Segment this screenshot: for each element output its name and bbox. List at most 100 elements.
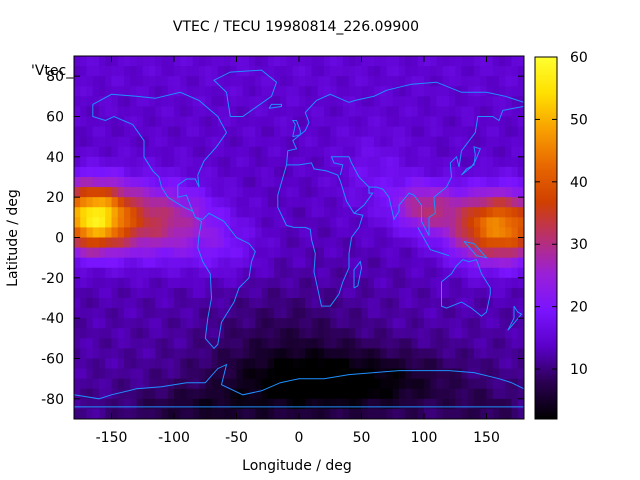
heatmap-cell bbox=[86, 156, 94, 168]
heatmap-cell bbox=[180, 358, 188, 370]
heatmap-cell bbox=[236, 358, 244, 370]
heatmap-cell bbox=[267, 308, 275, 319]
heatmap-cell bbox=[442, 146, 450, 158]
heatmap-cell bbox=[167, 56, 175, 67]
heatmap-cell bbox=[311, 217, 319, 229]
heatmap-cell bbox=[299, 378, 306, 390]
heatmap-cell bbox=[405, 287, 413, 299]
heatmap-cell bbox=[436, 126, 444, 138]
heatmap-cell bbox=[355, 298, 363, 309]
heatmap-cell bbox=[136, 197, 144, 208]
heatmap-cell bbox=[411, 126, 419, 138]
heatmap-cell bbox=[349, 318, 356, 329]
heatmap-cell bbox=[505, 207, 513, 218]
heatmap-cell bbox=[142, 378, 150, 390]
heatmap-cell bbox=[99, 318, 106, 329]
heatmap-cell bbox=[205, 348, 213, 360]
heatmap-cell bbox=[99, 308, 106, 319]
heatmap-cell bbox=[80, 328, 88, 339]
heatmap-cell bbox=[180, 368, 188, 380]
heatmap-cell bbox=[517, 358, 524, 370]
heatmap-cell bbox=[492, 308, 500, 319]
heatmap-cell bbox=[361, 298, 369, 309]
heatmap-cell bbox=[142, 136, 150, 148]
heatmap-cell bbox=[242, 106, 250, 118]
heatmap-cell bbox=[111, 338, 119, 350]
heatmap-cell bbox=[511, 318, 519, 329]
heatmap-cell bbox=[386, 338, 394, 350]
heatmap-cell bbox=[124, 76, 131, 87]
heatmap-cell bbox=[224, 368, 231, 380]
heatmap-cell bbox=[211, 298, 219, 309]
heatmap-cell bbox=[142, 398, 150, 410]
heatmap-cell bbox=[155, 237, 163, 249]
heatmap-cell bbox=[324, 298, 331, 309]
heatmap-cell bbox=[442, 338, 450, 350]
heatmap-cell bbox=[111, 308, 119, 319]
heatmap-cell bbox=[280, 227, 288, 239]
heatmap-cell bbox=[180, 227, 188, 239]
heatmap-cell bbox=[442, 308, 450, 319]
heatmap-cell bbox=[217, 308, 225, 319]
heatmap-cell bbox=[280, 187, 288, 198]
heatmap-cell bbox=[74, 398, 81, 410]
heatmap-cell bbox=[186, 217, 194, 229]
heatmap-cell bbox=[380, 227, 388, 239]
heatmap-cell bbox=[305, 136, 313, 148]
heatmap-cell bbox=[155, 76, 163, 87]
heatmap-cell bbox=[236, 388, 244, 400]
heatmap-cell bbox=[230, 96, 238, 108]
heatmap-cell bbox=[374, 368, 381, 380]
heatmap-cell bbox=[499, 166, 506, 178]
heatmap-cell bbox=[330, 116, 338, 128]
heatmap-cell bbox=[255, 398, 263, 410]
heatmap-cell bbox=[474, 237, 481, 249]
heatmap-cell bbox=[449, 408, 456, 419]
heatmap-cell bbox=[161, 398, 169, 410]
heatmap-cell bbox=[155, 358, 163, 370]
heatmap-cell bbox=[117, 318, 125, 329]
heatmap-cell bbox=[117, 308, 125, 319]
heatmap-cell bbox=[155, 287, 163, 299]
heatmap-cell bbox=[180, 126, 188, 138]
heatmap-cell bbox=[155, 197, 163, 208]
heatmap-cell bbox=[336, 227, 344, 239]
heatmap-cell bbox=[455, 96, 463, 108]
heatmap-cell bbox=[436, 267, 444, 279]
heatmap-cell bbox=[417, 126, 425, 138]
heatmap-cell bbox=[255, 217, 263, 229]
heatmap-cell bbox=[342, 298, 350, 309]
heatmap-cell bbox=[167, 96, 175, 108]
heatmap-cell bbox=[430, 207, 438, 218]
heatmap-cell bbox=[342, 277, 350, 289]
heatmap-cell bbox=[111, 257, 119, 269]
heatmap-cell bbox=[136, 86, 144, 97]
heatmap-cell bbox=[267, 136, 275, 148]
heatmap-cell bbox=[111, 86, 119, 97]
heatmap-cell bbox=[511, 66, 519, 77]
heatmap-cell bbox=[105, 76, 113, 87]
heatmap-cell bbox=[192, 86, 200, 97]
heatmap-cell bbox=[80, 106, 88, 118]
heatmap-cell bbox=[392, 308, 400, 319]
heatmap-cell bbox=[355, 408, 363, 419]
heatmap-cell bbox=[461, 267, 469, 279]
heatmap-cell bbox=[205, 126, 213, 138]
heatmap-cell bbox=[424, 398, 431, 410]
heatmap-cell bbox=[111, 187, 119, 198]
heatmap-cell bbox=[474, 126, 481, 138]
heatmap-cell bbox=[142, 106, 150, 118]
heatmap-cell bbox=[267, 247, 275, 259]
heatmap-cell bbox=[517, 348, 524, 360]
heatmap-cell bbox=[217, 166, 225, 178]
heatmap-cell bbox=[211, 308, 219, 319]
heatmap-cell bbox=[511, 156, 519, 168]
heatmap-cell bbox=[211, 338, 219, 350]
heatmap-cell bbox=[105, 257, 113, 269]
heatmap-cell bbox=[392, 287, 400, 299]
heatmap-cell bbox=[124, 177, 131, 188]
heatmap-cell bbox=[511, 187, 519, 198]
heatmap-cell bbox=[461, 277, 469, 289]
heatmap-cell bbox=[86, 187, 94, 198]
heatmap-cell bbox=[230, 197, 238, 208]
